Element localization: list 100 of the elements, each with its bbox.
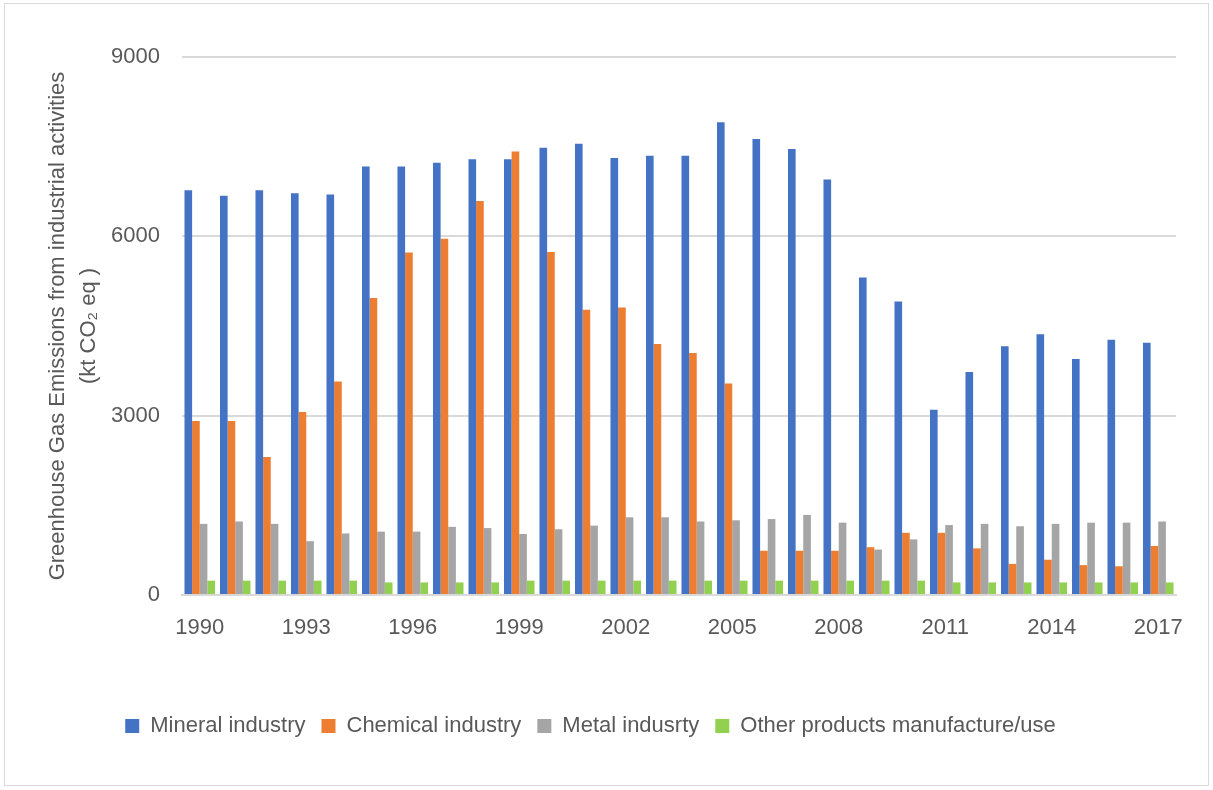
x-tick-label: 2005 <box>707 614 757 640</box>
legend-label: Mineral industry <box>150 712 306 738</box>
bar <box>838 522 847 594</box>
bar <box>1023 582 1032 594</box>
bar <box>361 166 370 594</box>
bar <box>432 162 441 594</box>
bar <box>618 307 626 594</box>
bar <box>1087 522 1095 594</box>
bar <box>1158 521 1166 594</box>
bar <box>207 580 216 594</box>
bar <box>1016 526 1024 594</box>
bar <box>625 517 634 594</box>
bar <box>775 580 784 594</box>
x-tick-label: 1999 <box>494 614 544 640</box>
bar <box>290 193 299 594</box>
bar <box>732 520 740 594</box>
bar <box>929 409 938 594</box>
bar <box>468 159 477 594</box>
bar <box>965 372 974 594</box>
bar <box>846 580 855 594</box>
bar <box>909 539 918 594</box>
bar <box>455 582 464 594</box>
x-tick-label: 1996 <box>388 614 438 640</box>
bar <box>610 158 619 594</box>
bar <box>724 383 733 594</box>
bar <box>902 532 910 594</box>
bar <box>1000 346 1009 594</box>
bar <box>377 531 385 594</box>
bar <box>349 580 358 594</box>
y-tick-label: 0 <box>147 581 160 607</box>
legend-label: Other products manufacture/use <box>740 712 1056 738</box>
bar <box>716 122 725 594</box>
bar <box>810 580 819 594</box>
bar <box>483 528 492 594</box>
bar <box>369 297 378 594</box>
bar <box>1059 582 1068 594</box>
bar <box>511 151 520 594</box>
bar <box>547 251 555 594</box>
bar <box>270 523 279 594</box>
bar <box>384 582 393 594</box>
bar <box>881 580 890 594</box>
bar <box>787 149 796 594</box>
bar <box>945 525 953 594</box>
bar <box>590 525 598 594</box>
bar <box>476 201 484 594</box>
bar <box>491 582 500 594</box>
bar <box>661 517 669 594</box>
bar <box>1115 566 1123 594</box>
bar <box>341 533 350 594</box>
bar <box>1122 522 1131 594</box>
bar <box>334 381 342 594</box>
bar <box>503 159 512 594</box>
bar <box>633 580 642 594</box>
bar <box>668 580 677 594</box>
bar <box>739 580 748 594</box>
y-tick-label: 9000 <box>111 43 160 69</box>
bar <box>1094 582 1103 594</box>
bar <box>242 580 251 594</box>
bar <box>255 190 264 594</box>
bar <box>227 421 236 594</box>
bar <box>219 195 228 594</box>
y-tick-label: 3000 <box>111 401 160 427</box>
bar <box>823 179 832 594</box>
bar <box>1107 339 1116 594</box>
bar <box>298 412 307 594</box>
bar <box>526 580 535 594</box>
bar <box>184 190 193 594</box>
bar <box>397 166 406 594</box>
y-tick-label: 6000 <box>111 222 160 248</box>
bar <box>681 155 690 594</box>
bar <box>405 252 413 594</box>
bar <box>866 547 875 594</box>
bar <box>1150 545 1159 594</box>
bar <box>894 301 903 594</box>
bar <box>1142 342 1151 594</box>
bar <box>440 238 449 594</box>
y-axis-title: Greenhouse Gas Emissions from industrial activities (kt CO₂ eq ) <box>44 71 101 581</box>
bar <box>574 143 583 594</box>
bar <box>645 155 654 594</box>
bar <box>937 532 946 594</box>
bar <box>192 421 200 594</box>
bar <box>263 456 271 594</box>
bar <box>1071 358 1080 594</box>
bar <box>420 582 429 594</box>
bar <box>874 549 882 594</box>
bar <box>582 309 591 594</box>
bar <box>980 523 989 594</box>
bar <box>752 138 761 594</box>
bar <box>689 352 697 594</box>
bar <box>1051 523 1060 594</box>
bar <box>448 526 456 594</box>
bar <box>306 541 314 594</box>
bar <box>412 531 421 594</box>
bar <box>767 519 776 594</box>
legend-label: Chemical industry <box>346 712 522 738</box>
bar <box>1130 582 1139 594</box>
bar <box>554 529 563 594</box>
x-tick-label: 1993 <box>281 614 331 640</box>
legend-label: Metal indusrty <box>562 712 700 738</box>
bar <box>597 580 606 594</box>
